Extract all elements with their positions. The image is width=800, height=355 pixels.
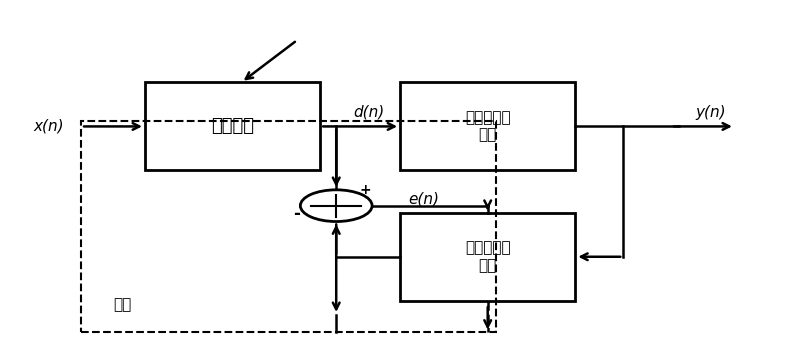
- Text: d(n): d(n): [353, 105, 384, 120]
- FancyBboxPatch shape: [400, 82, 575, 170]
- Text: y(n): y(n): [695, 105, 726, 120]
- Text: 复制: 复制: [113, 297, 131, 312]
- Text: 功放逆模型
算法: 功放逆模型 算法: [465, 241, 510, 273]
- FancyBboxPatch shape: [145, 82, 320, 170]
- FancyBboxPatch shape: [400, 213, 575, 301]
- Text: 预失真器: 预失真器: [211, 118, 254, 135]
- Text: +: +: [359, 183, 370, 197]
- Text: 功放非线性
系统: 功放非线性 系统: [465, 110, 510, 143]
- Circle shape: [300, 190, 372, 222]
- Text: -: -: [294, 204, 300, 223]
- Text: e(n): e(n): [408, 191, 439, 206]
- Text: x(n): x(n): [34, 119, 64, 134]
